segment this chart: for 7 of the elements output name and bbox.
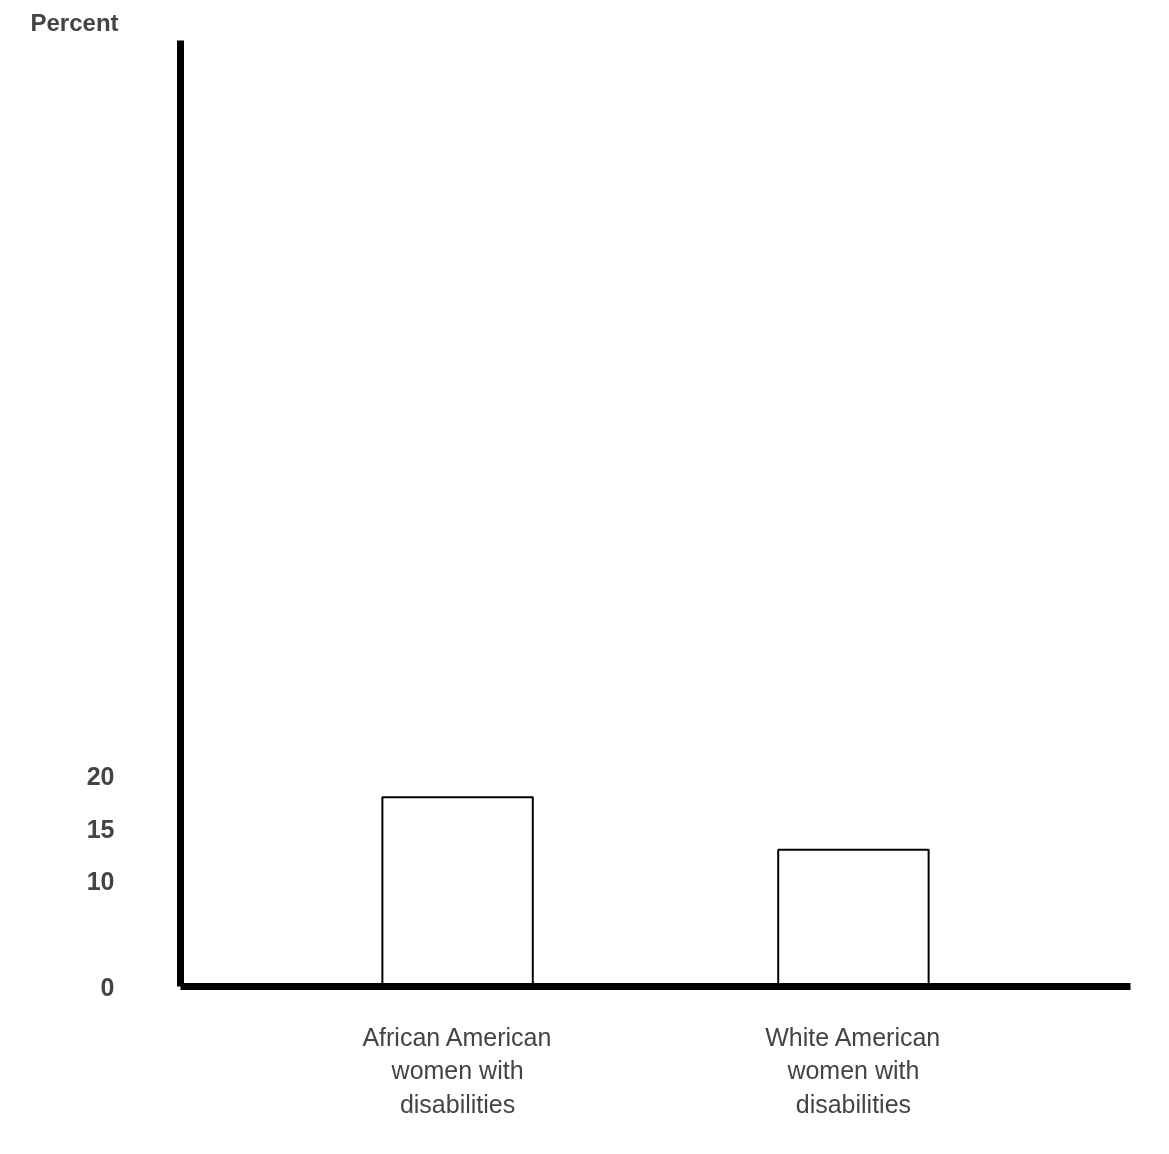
y-tick-label: 20	[86, 762, 115, 791]
x-tick-label: White American women with disabilities	[765, 1022, 941, 1118]
x-tick-label: African American women with disabilities	[362, 1022, 552, 1118]
y-tick-label: 15	[86, 814, 115, 843]
y-tick-label: 0	[100, 972, 115, 1001]
y-axis-title: Percent	[30, 8, 119, 36]
y-tick-label: 10	[86, 867, 115, 896]
